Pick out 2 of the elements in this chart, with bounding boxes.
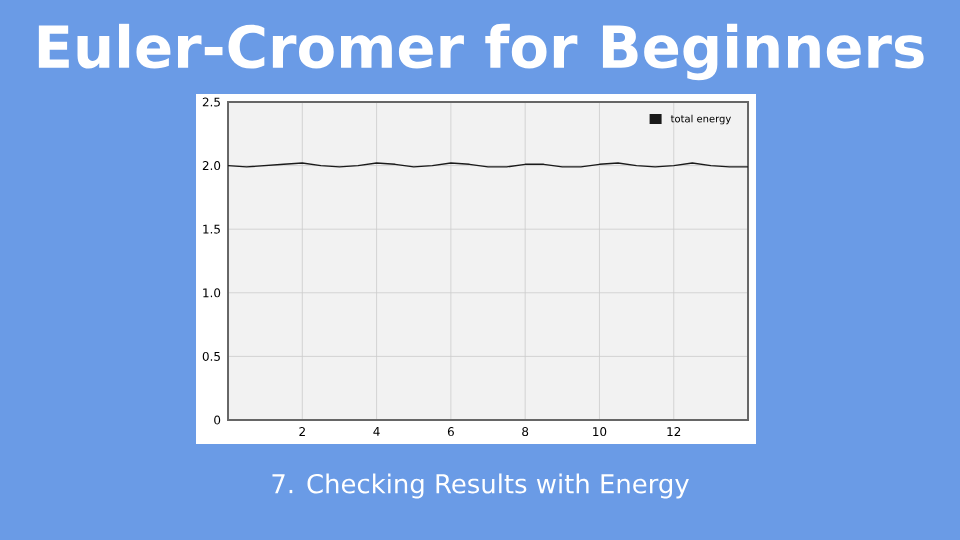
chart-title: Euler-Cromer for Beginners — [38, 23, 924, 81]
text: 7. Checking Results with Energy — [272, 473, 689, 499]
